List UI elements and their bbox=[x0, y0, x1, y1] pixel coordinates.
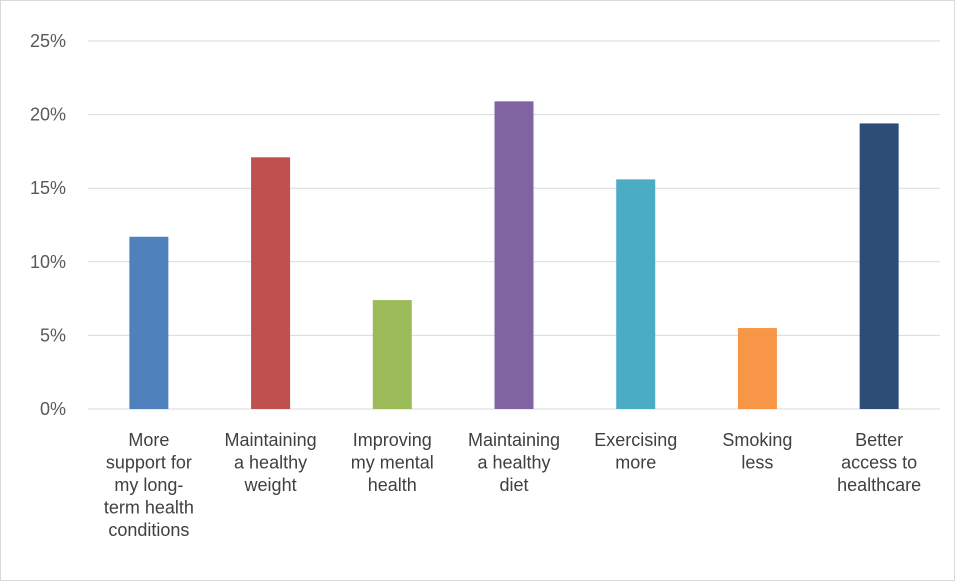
x-category-label: More support for my long-term health condit… bbox=[104, 430, 194, 540]
y-tick-label: 0% bbox=[40, 399, 66, 419]
x-category-label: Maintaining a healthy diet bbox=[468, 430, 560, 495]
bar bbox=[129, 236, 169, 409]
x-category-label: Exercising more bbox=[594, 430, 677, 473]
x-category-label: Smoking less bbox=[722, 430, 792, 473]
y-tick-label: 15% bbox=[30, 178, 66, 198]
x-axis-labels: More support for my long-term health condit… bbox=[104, 430, 921, 540]
y-axis-ticks: 0% 5% 10% 15% 20% 25% bbox=[30, 31, 66, 419]
bar bbox=[737, 328, 777, 409]
x-category-label: Improving my mental health bbox=[351, 430, 434, 495]
y-tick-label: 20% bbox=[30, 105, 66, 125]
bar bbox=[494, 101, 534, 410]
bar bbox=[616, 179, 656, 409]
bars bbox=[129, 101, 899, 410]
y-tick-label: 5% bbox=[40, 325, 66, 345]
x-category-label: Maintaining a healthy weight bbox=[225, 430, 317, 495]
bar bbox=[251, 157, 291, 409]
y-tick-label: 10% bbox=[30, 252, 66, 272]
x-category-label: Better access to healthcare bbox=[837, 430, 921, 495]
bar bbox=[372, 300, 412, 409]
bar bbox=[859, 123, 899, 409]
y-tick-label: 25% bbox=[30, 31, 66, 51]
